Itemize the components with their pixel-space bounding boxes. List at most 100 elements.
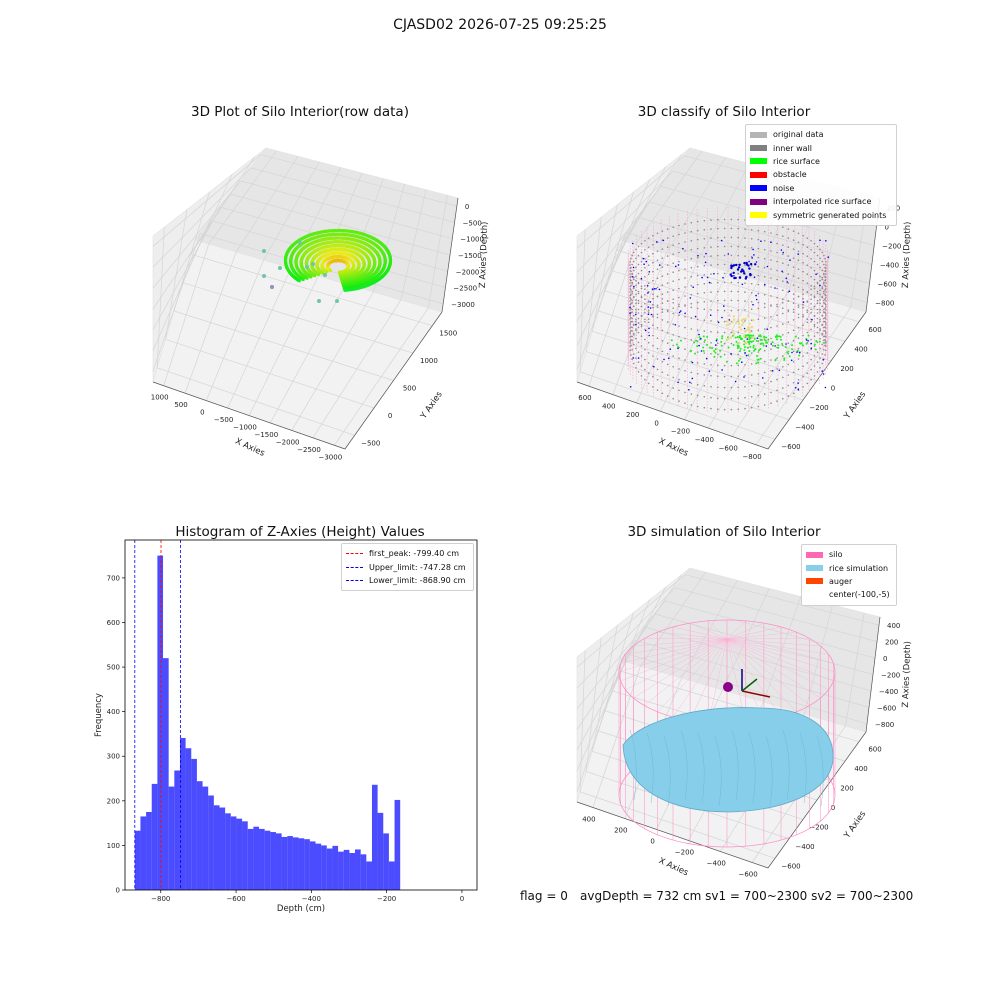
classify-inner-wall-point (744, 407, 746, 410)
classify-inner-wall-point (717, 386, 719, 389)
classify-inner-wall-point (806, 382, 809, 385)
classify-inner-wall-point (763, 349, 766, 352)
classify-rice-surface-point (771, 341, 774, 344)
classify-inner-wall-point (757, 301, 760, 304)
classify-inner-wall-point (633, 362, 635, 365)
classify-inner-wall-point (630, 329, 632, 332)
classify-rice-surface-point (702, 349, 705, 352)
classify-inner-wall-point (696, 362, 699, 364)
classify-legend-label: noise (773, 183, 795, 193)
classify-inner-wall-point (710, 385, 712, 388)
classify-inner-wall-point (703, 396, 706, 398)
classify-noise-point (688, 389, 690, 391)
raw-x-tick: 0 (200, 409, 204, 417)
histogram-legend-label: first_peak: -799.40 cm (369, 549, 460, 559)
classify-inner-wall-point (810, 294, 812, 296)
classify-noise-point (635, 313, 637, 316)
classify-inner-wall-point (644, 258, 646, 260)
classify-inner-wall-point (816, 292, 819, 295)
classify-rice-surface-point (721, 337, 724, 340)
classify-inner-wall-point (710, 300, 712, 302)
classify-inner-wall-point (672, 376, 674, 379)
classify-inner-wall-point (631, 290, 633, 293)
classify-noise-point (731, 264, 734, 268)
classify-rice-surface-point (709, 346, 712, 349)
classify-inner-wall-point (737, 245, 739, 248)
classify-inner-wall-point (813, 314, 816, 317)
classify-inner-wall-point (776, 233, 778, 236)
classify-inner-wall-point (792, 266, 795, 268)
classify-inner-wall-point (661, 248, 664, 250)
classify-noise-point (720, 239, 723, 242)
histogram-bar (140, 816, 147, 890)
classify-inner-wall-point (644, 294, 646, 296)
classify-rice-surface-point (757, 361, 760, 364)
classify-inner-wall-point (629, 273, 631, 275)
classify-inner-wall-point (819, 347, 821, 350)
classify-inner-wall-point (810, 358, 812, 361)
classify-inner-wall-point (656, 286, 659, 289)
classify-inner-wall-point (744, 396, 746, 399)
classify-rice-surface-point (813, 343, 816, 346)
classify-noise-point (677, 347, 679, 350)
classify-rice-surface-point (781, 342, 784, 345)
classify-inner-wall-point (824, 293, 826, 296)
classify-inner-wall-point (635, 257, 637, 260)
histogram-bar (275, 833, 282, 890)
classify-noise-point (745, 354, 748, 357)
classify-inner-wall-point (776, 325, 778, 327)
classify-legend-item: inner wall (750, 141, 892, 154)
classify-inner-wall-point (647, 372, 650, 375)
classify-inner-wall-point (703, 341, 706, 343)
classify-inner-wall-point (810, 303, 812, 305)
classify-noise-point (774, 345, 776, 347)
classify-inner-wall-point (717, 290, 719, 293)
classify-inner-wall-point (661, 298, 664, 300)
classify-inner-wall-point (647, 362, 650, 364)
classify-noise-point (635, 323, 637, 326)
classify-inner-wall-point (824, 311, 826, 314)
raw-y-tick: 0 (388, 412, 392, 420)
classify-noise-point (675, 265, 677, 268)
classify-inner-wall-point (666, 282, 669, 284)
classify-inner-wall-point (776, 278, 778, 281)
raw-gridline (152, 233, 201, 372)
classify-inner-wall-point (633, 278, 635, 281)
classify-inner-wall-point (633, 323, 635, 326)
classify-inner-wall-point (730, 386, 733, 389)
classify-inner-wall-point (757, 405, 760, 408)
classify-inner-wall-point (684, 268, 686, 270)
classify-inner-wall-point (782, 298, 784, 301)
classify-noise-point (744, 277, 747, 280)
classify-inner-wall-point (792, 302, 795, 304)
classify-inner-wall-point (637, 290, 640, 293)
classify-inner-wall-point (690, 306, 693, 309)
classify-noise-point (748, 267, 751, 270)
classify-x-tick: −800 (742, 453, 761, 461)
classify-inner-wall-point (640, 287, 643, 290)
raw-gridline (190, 253, 433, 327)
classify-symmetric-point (746, 335, 749, 339)
classify-inner-wall-point (730, 364, 733, 367)
classify-inner-wall-point (710, 342, 712, 344)
classify-rice-surface-point (732, 344, 735, 346)
classify-noise-point (669, 348, 672, 351)
classify-inner-wall-point (631, 349, 633, 351)
classify-inner-wall-point (710, 282, 712, 284)
classify-noise-point (738, 263, 741, 266)
classify-rice-surface-point (805, 342, 808, 345)
classify-inner-wall-point (703, 319, 706, 322)
classify-inner-wall-point (710, 331, 712, 333)
classify-noise-point (658, 264, 661, 266)
classify-inner-wall-point (823, 263, 825, 266)
classify-inner-wall-point (797, 286, 800, 289)
classify-inner-wall-point (678, 357, 680, 360)
classify-inner-wall-point (637, 312, 640, 314)
classify-symmetric-point (743, 330, 747, 333)
classify-noise-point (752, 303, 754, 306)
classify-inner-wall-point (797, 306, 800, 308)
histogram-bar (343, 849, 350, 890)
classify-noise-point (764, 283, 766, 286)
classify-inner-wall-point (631, 308, 633, 311)
classify-inner-wall-point (710, 320, 712, 322)
